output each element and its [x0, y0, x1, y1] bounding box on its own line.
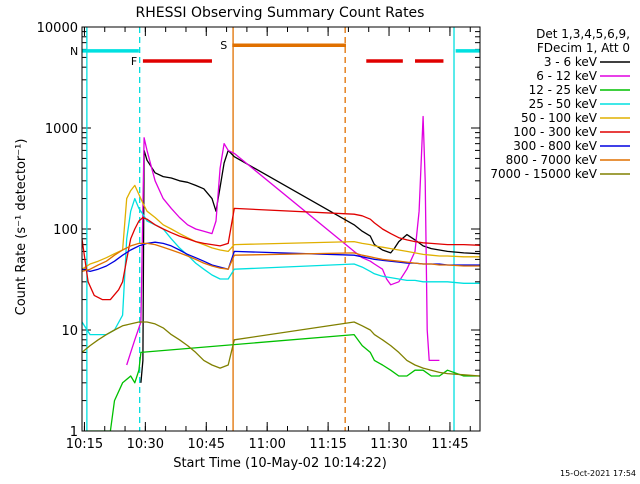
x-tick-label: 10:45 — [188, 437, 225, 452]
x-tick-label: 11:00 — [248, 437, 285, 452]
y-tick-label: 100 — [53, 223, 78, 238]
series-group — [82, 115, 480, 431]
series-line — [140, 149, 480, 383]
series-line — [82, 184, 480, 270]
x-tick-label: 11:15 — [309, 437, 346, 452]
x-axis-label: Start Time (10-May-02 10:14:22) — [173, 456, 387, 471]
legend-entry-label: 25 - 50 keV — [529, 97, 598, 111]
legend-header-line: FDecim 1, Att 0 — [537, 41, 630, 55]
plot-frame — [81, 26, 481, 432]
legend-entry-label: 50 - 100 keV — [521, 111, 598, 125]
x-tick-label: 11:45 — [431, 437, 468, 452]
legend-entry-label: 800 - 7000 keV — [506, 153, 598, 167]
flag-marker-label: N — [70, 45, 78, 58]
legend-entry-label: 12 - 25 keV — [529, 83, 598, 97]
x-tick-label: 10:15 — [66, 437, 103, 452]
series-line — [82, 197, 480, 336]
y-tick-label: 1 — [70, 425, 78, 440]
x-tick-label: 11:30 — [370, 437, 407, 452]
legend-entry-label: 7000 - 15000 keV — [490, 167, 597, 181]
flag-marker-label: F — [131, 55, 137, 68]
y-tick-label: 10000 — [37, 21, 78, 36]
y-tick-label: 10 — [61, 324, 78, 339]
series-line — [82, 242, 480, 273]
legend: Det 1,3,4,5,6,9,FDecim 1, Att 03 - 6 keV… — [490, 27, 630, 181]
y-tick-label: 1000 — [45, 122, 78, 137]
legend-entry-label: 3 - 6 keV — [544, 55, 598, 69]
legend-header-line: Det 1,3,4,5,6,9, — [536, 27, 630, 41]
legend-entry-label: 100 - 300 keV — [513, 125, 597, 139]
plot-area: 1 10 100 1000 10000 10:15 10:30 10:45 11:00 11:15… — [37, 21, 481, 452]
series-line — [82, 321, 480, 377]
series-line — [126, 115, 440, 366]
series-line — [86, 333, 480, 431]
flag-marker-label: S — [220, 39, 227, 52]
x-tick-label: 10:30 — [127, 437, 164, 452]
footer-date: 15-Oct-2021 17:54 — [560, 469, 636, 478]
legend-entry-label: 6 - 12 keV — [536, 69, 598, 83]
series-line — [82, 207, 480, 301]
legend-entry-label: 300 - 800 keV — [513, 139, 597, 153]
chart-title: RHESSI Observing Summary Count Rates — [136, 5, 425, 21]
y-axis-label: Count Rate (s⁻¹ detector⁻¹) — [14, 139, 29, 316]
